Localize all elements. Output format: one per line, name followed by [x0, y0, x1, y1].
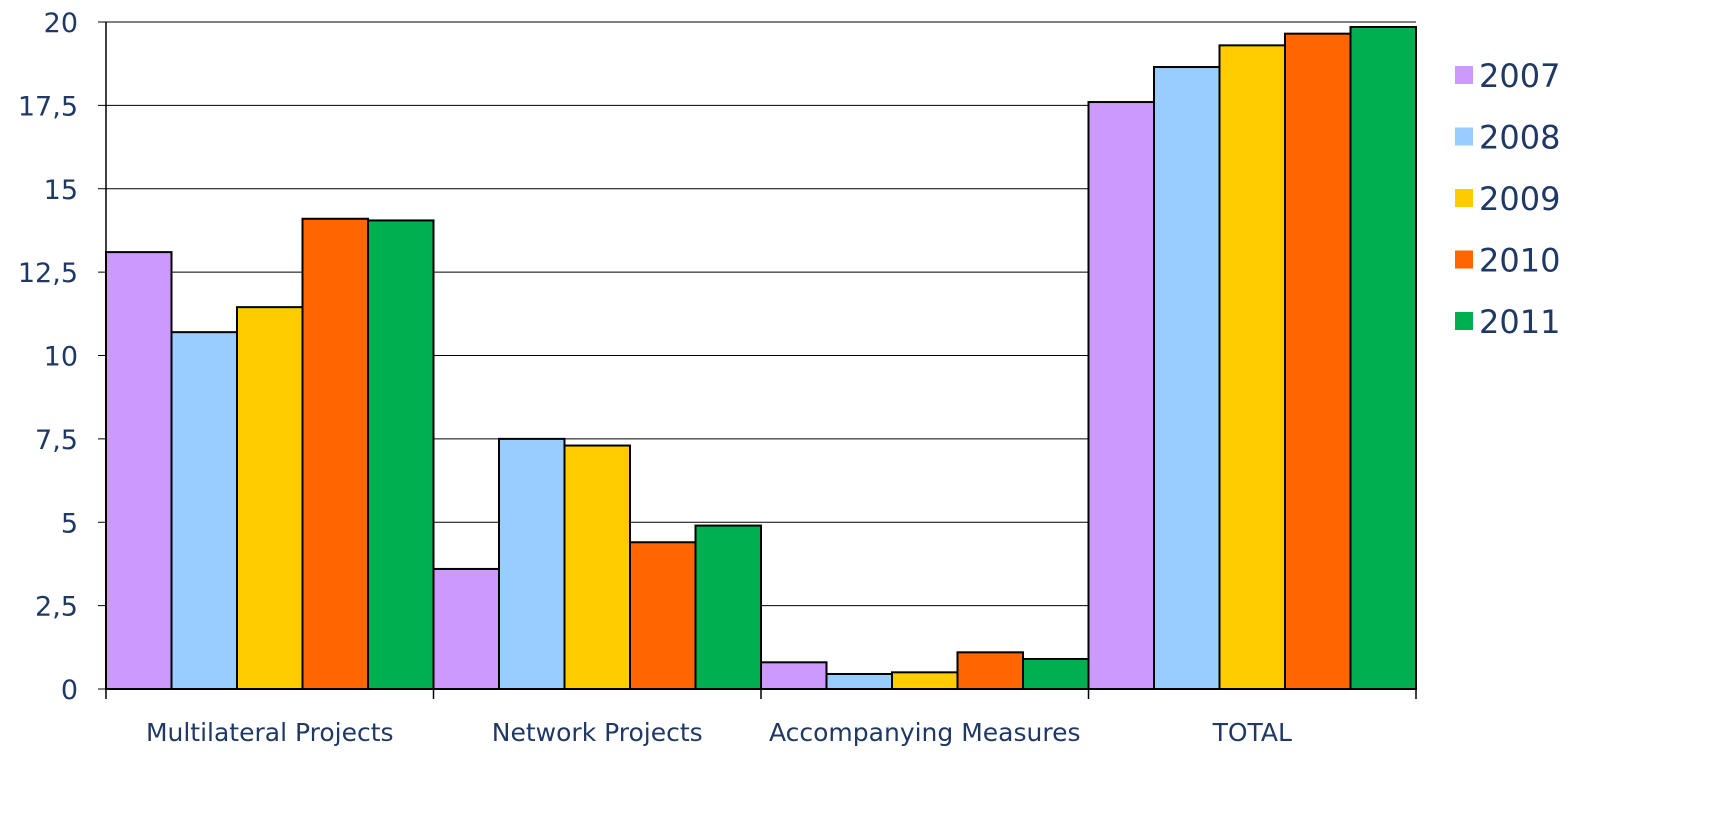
legend-label-2011: 2011	[1479, 303, 1560, 341]
y-tick-label: 2,5	[35, 592, 78, 623]
bar-2008-network-projects	[498, 437, 566, 690]
bar-2009-total	[1218, 44, 1286, 691]
y-tick-label: 10	[44, 342, 78, 373]
legend-label-2009: 2009	[1479, 180, 1560, 218]
x-tick-labels: Multilateral Projects Network Projects Acc…	[146, 718, 1292, 747]
x-tick-label: Network Projects	[492, 718, 703, 747]
bar-2011-multilateral-projects	[367, 219, 435, 690]
y-tick-labels: 0 2,5 5 7,5 10 12,5 15 17,5 20	[18, 8, 78, 706]
bars	[105, 26, 1417, 691]
bar-2009-network-projects	[563, 444, 631, 691]
bar-2008-multilateral-projects	[170, 331, 238, 690]
bar-2010-total	[1284, 32, 1352, 691]
bar-2011-network-projects	[694, 524, 762, 691]
legend-label-2007: 2007	[1479, 57, 1560, 95]
axes	[98, 21, 1417, 699]
bar-2007-accompanying-measures	[760, 661, 828, 691]
legend-label-2010: 2010	[1479, 242, 1560, 280]
bar-2009-accompanying-measures	[891, 671, 959, 691]
legend-swatch-2007	[1455, 66, 1473, 84]
y-tick-label: 5	[61, 508, 78, 539]
bar-2008-total	[1153, 66, 1221, 690]
bar-2011-total	[1349, 26, 1417, 690]
legend-swatch-2011	[1455, 312, 1473, 330]
legend-swatch-2008	[1455, 127, 1473, 146]
bar-2007-network-projects	[432, 567, 500, 690]
bar-2007-multilateral-projects	[105, 251, 173, 691]
bar-2008-accompanying-measures	[825, 672, 893, 690]
y-tick-label: 17,5	[18, 91, 78, 122]
bar-2009-multilateral-projects	[236, 306, 304, 690]
legend: 2007 2008 2009 2010 2011	[1455, 57, 1560, 341]
x-tick-label: Multilateral Projects	[146, 718, 394, 747]
bar-2010-multilateral-projects	[301, 217, 369, 690]
legend-swatch-2010	[1455, 250, 1473, 269]
y-tick-label: 20	[44, 8, 78, 39]
y-tick-label: 15	[44, 175, 78, 206]
bar-2007-total	[1087, 101, 1155, 691]
y-tick-label: 7,5	[35, 425, 78, 456]
legend-label-2008: 2008	[1479, 119, 1560, 157]
bar-2010-accompanying-measures	[956, 651, 1024, 691]
bar-2010-network-projects	[629, 541, 697, 691]
x-tick-label: TOTAL	[1212, 718, 1292, 747]
x-tick-label: Accompanying Measures	[769, 718, 1081, 747]
y-tick-label: 0	[61, 675, 78, 706]
y-tick-label: 12,5	[18, 258, 78, 289]
bar-2011-accompanying-measures	[1022, 657, 1090, 690]
legend-swatch-2009	[1455, 189, 1473, 207]
